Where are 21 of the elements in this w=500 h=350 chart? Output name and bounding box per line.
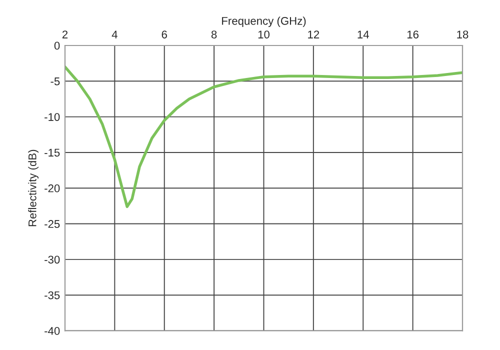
y-tick-label: -25 bbox=[44, 220, 60, 228]
x-tick-label: 18 bbox=[457, 30, 468, 38]
line-series bbox=[65, 66, 462, 208]
y-tick-label: -15 bbox=[44, 148, 60, 157]
y-tick-label: -40 bbox=[44, 327, 60, 335]
x-axis-title: Frequency (GHz) bbox=[222, 16, 306, 28]
y-tick-label: -5 bbox=[50, 78, 60, 86]
x-tick-label: 16 bbox=[407, 30, 419, 38]
x-tick-label: 4 bbox=[112, 30, 118, 38]
x-tick-label: 12 bbox=[308, 30, 320, 38]
x-tick-label: 6 bbox=[162, 30, 167, 38]
y-tick-label: -20 bbox=[44, 184, 60, 192]
y-tick-label: -30 bbox=[44, 256, 60, 264]
y-tick-label: -10 bbox=[44, 113, 60, 121]
x-tick-label: 14 bbox=[358, 30, 369, 38]
x-tick-label: 8 bbox=[211, 30, 217, 38]
y-axis-title: Reflectivity (dB) bbox=[28, 150, 39, 226]
x-tick-label: 10 bbox=[258, 30, 270, 38]
x-tick-label: 2 bbox=[62, 30, 68, 38]
y-tick-label: 0 bbox=[54, 42, 60, 50]
y-tick-label: -35 bbox=[44, 291, 60, 300]
